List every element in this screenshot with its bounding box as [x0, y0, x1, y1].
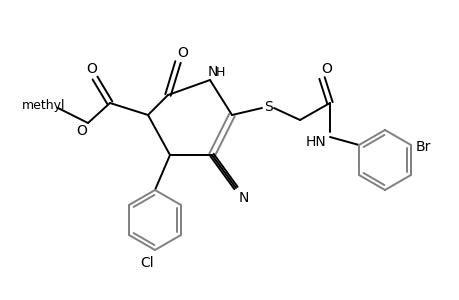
Text: S: S	[264, 100, 273, 114]
Text: N: N	[207, 65, 218, 79]
Text: Br: Br	[414, 140, 430, 154]
Text: HN: HN	[305, 135, 326, 149]
Text: O: O	[177, 46, 188, 60]
Text: Cl: Cl	[140, 256, 153, 270]
Text: O: O	[76, 124, 87, 138]
Text: O: O	[86, 62, 97, 76]
Text: H: H	[215, 65, 224, 79]
Text: methyl: methyl	[22, 100, 66, 112]
Text: N: N	[238, 191, 249, 205]
Text: O: O	[321, 62, 332, 76]
